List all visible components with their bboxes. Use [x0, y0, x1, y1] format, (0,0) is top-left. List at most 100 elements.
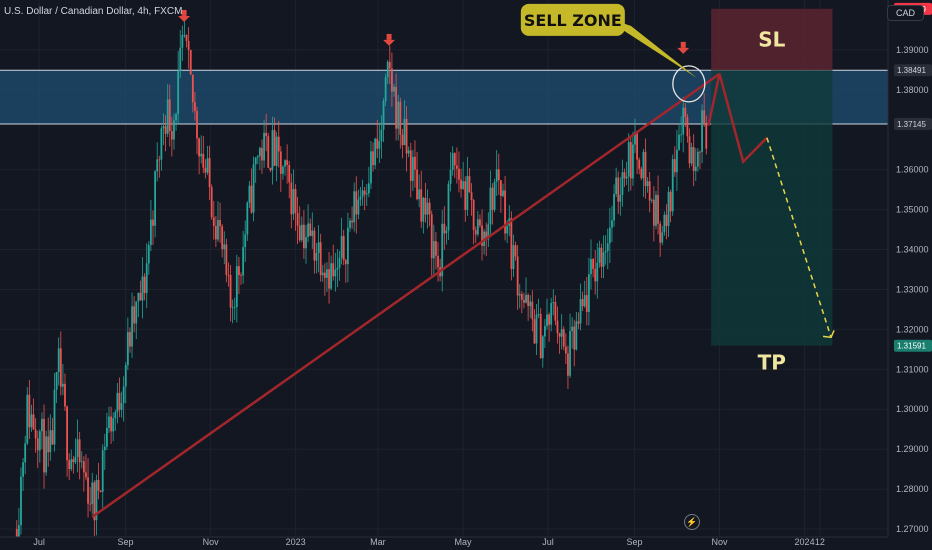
candle [537, 298, 540, 318]
candle [518, 284, 521, 309]
candle [539, 308, 542, 359]
candle [26, 387, 29, 446]
candle [355, 176, 358, 234]
candle [382, 98, 385, 142]
candle [374, 137, 377, 170]
candle [45, 430, 48, 476]
candle [133, 296, 136, 333]
candle [409, 142, 412, 198]
candle [242, 230, 245, 284]
candle [181, 25, 184, 61]
candle [189, 49, 192, 75]
candle [307, 204, 309, 243]
candle [367, 166, 370, 198]
candle [344, 258, 347, 283]
candle [99, 490, 102, 493]
candle [701, 104, 703, 164]
candle [499, 179, 502, 213]
candle [177, 50, 180, 125]
candle [175, 112, 177, 131]
candle [97, 462, 100, 500]
candle [479, 214, 481, 228]
time-tick-label: Nov [203, 537, 220, 547]
candle [407, 146, 410, 158]
candle [550, 297, 553, 332]
candle [158, 155, 161, 178]
candle [68, 453, 71, 481]
candle [284, 159, 286, 176]
candle [120, 391, 123, 418]
candle [49, 414, 52, 461]
candle [573, 319, 576, 367]
clock-icon[interactable]: ⚡ [684, 514, 700, 530]
candle [441, 209, 444, 292]
candle [334, 252, 337, 292]
candle [696, 148, 699, 172]
candle [300, 216, 303, 243]
candle [378, 123, 381, 163]
candle [168, 84, 171, 147]
candle [510, 211, 513, 281]
candle [678, 125, 680, 151]
time-tick-label: Jul [542, 537, 554, 547]
candle [497, 153, 500, 195]
candle [30, 404, 33, 432]
candle [386, 59, 389, 84]
currency-button[interactable]: CAD [886, 5, 924, 21]
time-tick-label: Sep [118, 537, 134, 547]
candle [254, 157, 257, 183]
candle [59, 331, 62, 396]
time-tick-label: May [454, 537, 472, 547]
candle [552, 289, 555, 316]
candle [357, 189, 360, 220]
candle [198, 137, 201, 175]
price-tick-label: 1.32000 [896, 324, 929, 334]
candle [420, 170, 423, 228]
candle [269, 167, 272, 173]
candle [173, 113, 175, 150]
candle [535, 304, 538, 355]
candle [558, 332, 561, 354]
candle [493, 178, 496, 213]
candle [692, 134, 695, 187]
candle [520, 290, 523, 314]
candle [575, 311, 578, 351]
candle [481, 209, 483, 261]
candle [598, 240, 601, 268]
candle [642, 148, 645, 197]
candle [336, 249, 339, 288]
candle [512, 234, 515, 277]
ascending-trendline[interactable] [91, 72, 721, 519]
candle [567, 345, 569, 389]
candle [661, 225, 664, 246]
candle [569, 313, 571, 378]
candle [460, 168, 462, 198]
candle [150, 199, 152, 252]
candle [114, 409, 117, 431]
candle [476, 210, 479, 237]
price-tick-label: 1.33000 [896, 284, 929, 294]
callout-box [520, 3, 625, 36]
sell-zone-callout: SELL ZONE [520, 3, 697, 78]
candle [64, 373, 66, 412]
candle [235, 254, 238, 323]
candle [309, 218, 312, 237]
candle [705, 115, 708, 155]
candle [147, 241, 150, 275]
candle [359, 186, 362, 207]
candle [36, 430, 39, 469]
candle [191, 74, 194, 113]
candle [405, 106, 408, 172]
candle [588, 257, 590, 326]
candle [263, 119, 265, 168]
candle [426, 189, 429, 229]
candle [583, 280, 586, 308]
time-axis[interactable]: Jul Sep Nov 2023 Mar May Jul Sep Nov 2024 12 [0, 536, 932, 550]
candle [684, 103, 687, 127]
candle [145, 243, 148, 308]
candle [221, 223, 224, 258]
stop-loss-box[interactable] [711, 8, 833, 71]
price-axis[interactable]: 1.39000 1.38000 1.36000 1.35000 1.34000 1.330… [887, 0, 932, 550]
candle [24, 435, 27, 475]
